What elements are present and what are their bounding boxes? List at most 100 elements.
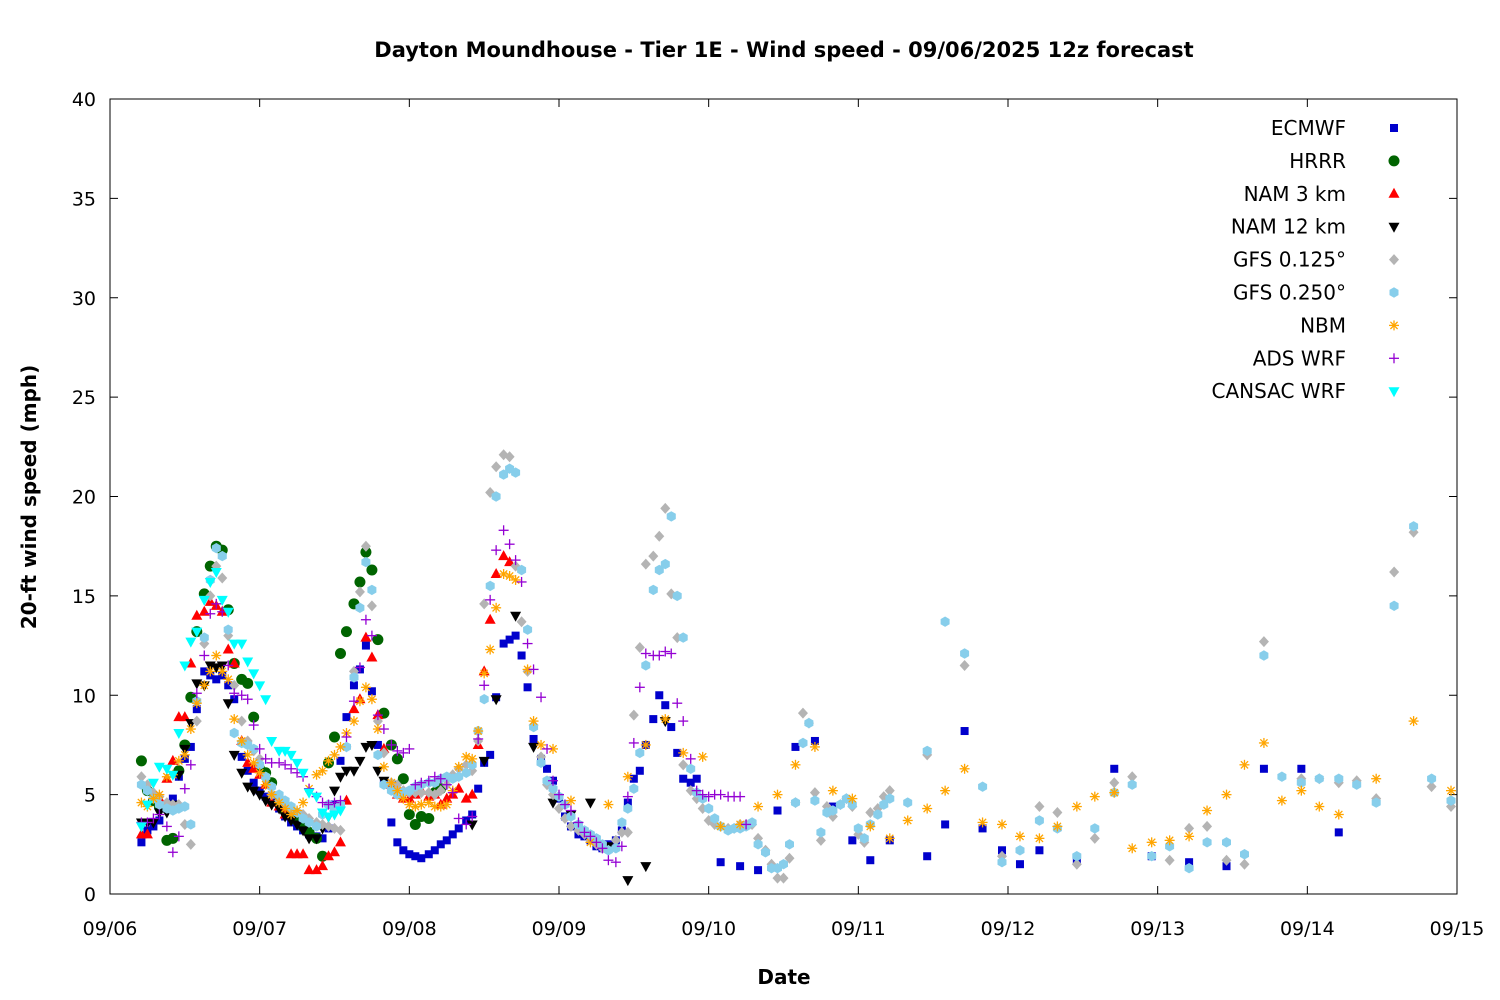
nam-12-km-point [297, 826, 309, 837]
gfs-0-250-point [136, 779, 146, 790]
hrrr-point [372, 634, 384, 646]
nbm-point [416, 799, 427, 810]
ecmwf-point [754, 866, 763, 875]
gfs-0-250-point [373, 749, 383, 761]
gfs-0-125-point [217, 572, 228, 584]
gfs-0-250-point [1034, 815, 1044, 826]
gfs-0-125-point [809, 787, 820, 799]
ads-wrf-point [640, 648, 651, 659]
ads-wrf-point [504, 539, 515, 550]
legend-marker-gfs-0-125 [1389, 254, 1399, 266]
legend-marker-hrrr [1388, 155, 1400, 167]
ads-wrf-point [423, 775, 434, 786]
nbm-point [317, 765, 328, 776]
ecmwf-point [736, 862, 745, 871]
gfs-0-250-point [1296, 777, 1306, 788]
nbm-point [603, 799, 614, 810]
ads-wrf-point [610, 857, 621, 868]
gfs-0-250-point [853, 823, 863, 834]
ads-wrf-point [366, 630, 377, 641]
gfs-0-125-point [628, 709, 639, 721]
gfs-0-250-point [536, 757, 546, 768]
ecmwf-point [623, 798, 632, 807]
ecmwf-point [349, 681, 358, 690]
nbm-point [1239, 759, 1250, 770]
nam-3-km-point [460, 792, 472, 803]
legend-marker-ads-wrf [1389, 353, 1399, 364]
x-tick-label: 09/08 [382, 918, 437, 940]
nam-12-km-point [222, 699, 234, 710]
gfs-0-125-point [640, 558, 651, 570]
gfs-0-250-point [566, 811, 576, 822]
ecmwf-point [1110, 764, 1119, 773]
ecmwf-point [1259, 764, 1268, 773]
gfs-0-250-point [873, 809, 883, 820]
gfs-0-250-point [1277, 771, 1287, 782]
nbm-point [522, 664, 533, 675]
ecmwf-point [517, 651, 526, 660]
ads-wrf-point [485, 594, 496, 605]
gfs-0-125-point [366, 600, 377, 612]
gfs-0-250-point [997, 857, 1007, 868]
gfs-0-250-point [798, 737, 808, 749]
gfs-0-250-point [859, 833, 869, 844]
nbm-point [467, 753, 478, 764]
ecmwf-point [941, 820, 950, 829]
nbm-point [292, 805, 303, 816]
cansac-wrf-point [198, 595, 210, 606]
legend-label-ads-wrf: ADS WRF [1253, 346, 1346, 370]
nbm-point [1333, 809, 1344, 820]
gfs-0-250-point [361, 556, 371, 568]
ecmwf-point [200, 667, 209, 676]
nam-12-km-point [510, 611, 522, 622]
nam-3-km-point [179, 711, 191, 722]
nam-12-km-point [291, 820, 303, 831]
ecmwf-point [523, 683, 532, 692]
ads-wrf-point [542, 743, 553, 754]
ads-wrf-point [398, 747, 409, 758]
gfs-0-250-point [499, 469, 509, 480]
ecmwf-point [436, 840, 445, 849]
gfs-0-250-point [467, 759, 477, 770]
series-cansac-wrf [135, 568, 346, 833]
gfs-0-250-point [523, 624, 533, 635]
legend-label-nam-12-km: NAM 12 km [1231, 215, 1346, 239]
gfs-0-250-point [1090, 823, 1100, 834]
ecmwf-point [716, 858, 725, 867]
ecmwf-point [810, 736, 819, 745]
gfs-0-125-point [634, 642, 645, 654]
gfs-0-250-point [641, 660, 651, 671]
nam-12-km-point [490, 695, 502, 706]
nbm-point [1258, 737, 1269, 748]
gfs-0-125-point [678, 759, 689, 771]
nam-12-km-point [466, 820, 478, 831]
nam-12-km-point [303, 834, 315, 845]
nbm-point [697, 751, 708, 762]
ads-wrf-point [691, 785, 702, 796]
ecmwf-point [1185, 858, 1194, 867]
ads-wrf-point [392, 745, 403, 756]
nam-12-km-point [210, 663, 222, 674]
cansac-wrf-point [236, 639, 248, 650]
cansac-wrf-point [285, 750, 297, 761]
nam-12-km-point [228, 750, 240, 761]
gfs-0-250-point [978, 781, 988, 792]
ads-wrf-point [335, 795, 346, 806]
ecmwf-point [387, 818, 396, 827]
nbm-point [191, 698, 202, 709]
nbm-point [335, 741, 346, 752]
gfs-0-125-point [1184, 822, 1195, 834]
ecmwf-point [791, 742, 800, 751]
gfs-0-250-point [349, 672, 359, 683]
ecmwf-point [661, 701, 670, 710]
gfs-0-250-point [261, 771, 271, 782]
nam-12-km-point [236, 768, 248, 779]
nbm-point [242, 749, 253, 760]
ecmwf-point [1297, 764, 1306, 773]
ecmwf-point [1035, 846, 1044, 855]
gfs-0-250-point [548, 783, 558, 794]
gfs-0-250-point [511, 467, 521, 478]
legend-marker-nbm [1389, 320, 1399, 331]
gfs-0-250-point [1202, 837, 1212, 848]
ads-wrf-point [341, 731, 352, 742]
